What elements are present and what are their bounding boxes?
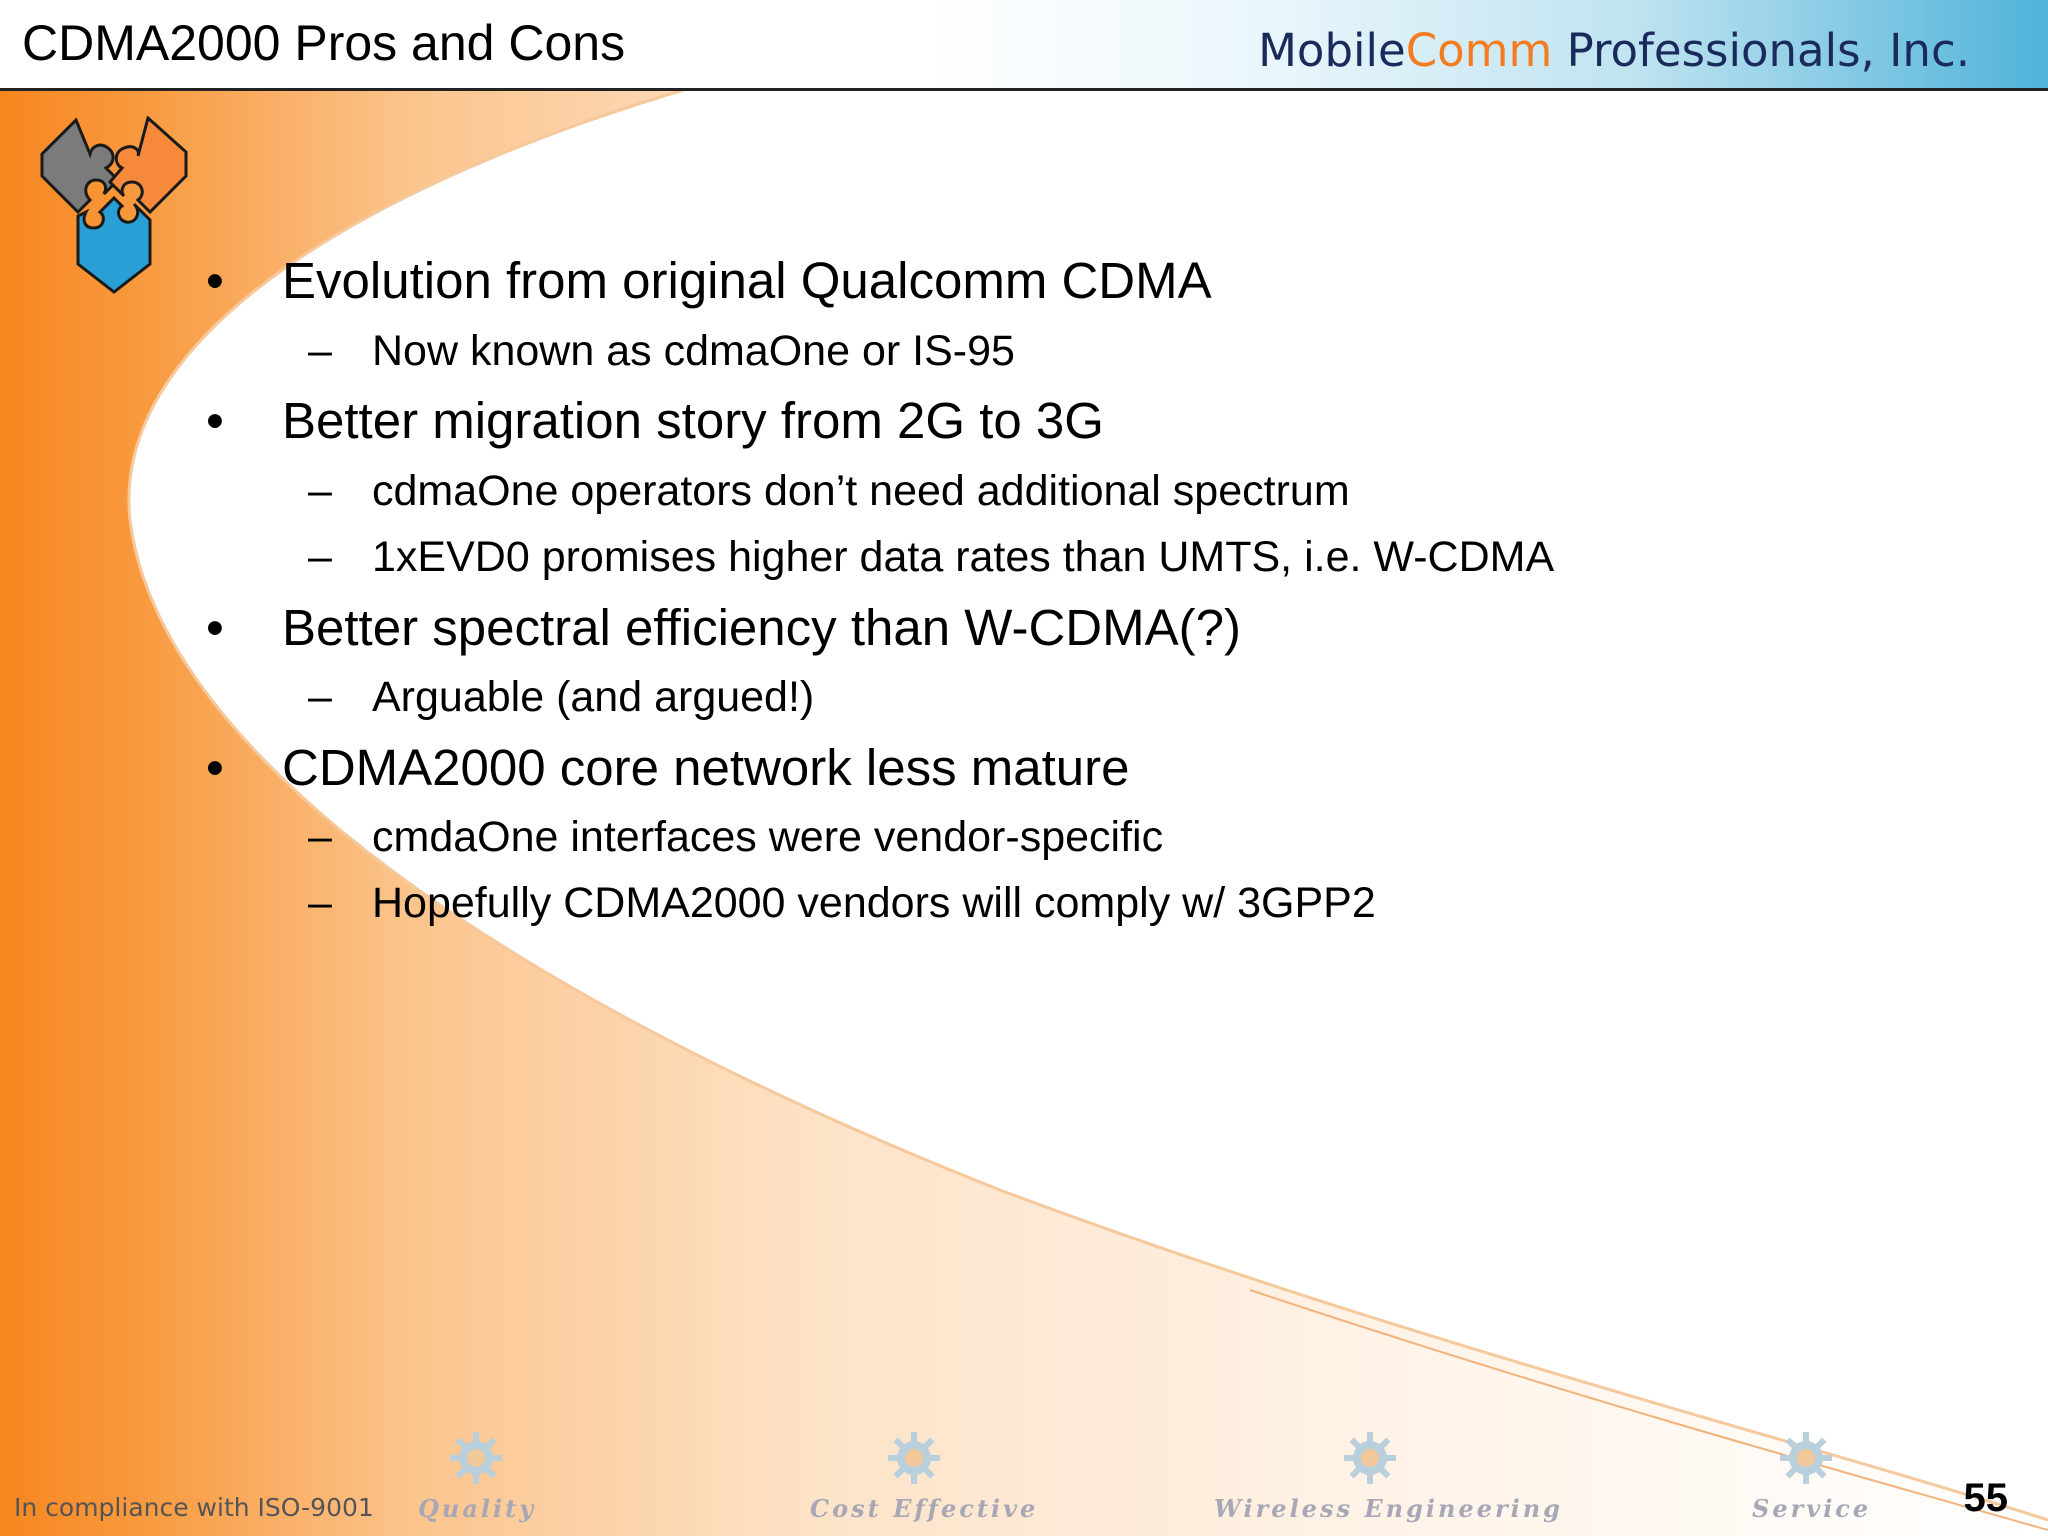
compliance-text: In compliance with ISO-9001	[14, 1493, 374, 1522]
footer-tag-service: Service	[1752, 1494, 1872, 1523]
bullet-text: cdmaOne operators don’t need additional …	[372, 467, 1350, 515]
bullet-text: cmdaOne interfaces were vendor-specific	[372, 813, 1164, 861]
brand-prefix: Mobile	[1258, 24, 1406, 77]
bullet-text: Hopefully CDMA2000 vendors will comply w…	[372, 879, 1376, 927]
bullet-marker: –	[308, 879, 332, 927]
puzzle-heart-icon	[40, 116, 188, 294]
gear-icon	[1780, 1432, 1832, 1484]
slide-title: CDMA2000 Pros and Cons	[22, 15, 626, 71]
gear-icon	[1344, 1432, 1396, 1484]
bullet-text: Now known as cdmaOne or IS-95	[372, 327, 1015, 375]
bullet-text: Better migration story from 2G to 3G	[282, 392, 1104, 449]
gear-icon	[888, 1432, 940, 1484]
bullet-text: Better spectral efficiency than W-CDMA(?…	[282, 599, 1241, 656]
header-bar: CDMA2000 Pros and Cons MobileComm Profes…	[0, 0, 2048, 91]
bullet-marker: –	[308, 673, 332, 721]
bullet-marker: •	[206, 599, 224, 656]
brand-logo-text: MobileComm Professionals, Inc.	[1258, 24, 1970, 77]
bullet-text: 1xEVD0 promises higher data rates than U…	[372, 533, 1555, 581]
bullet-text: CDMA2000 core network less mature	[282, 739, 1130, 796]
bullet-text: Evolution from original Qualcomm CDMA	[282, 252, 1212, 309]
bullet-marker: –	[308, 327, 332, 375]
gear-icon	[450, 1432, 502, 1484]
bullet-marker: –	[308, 813, 332, 861]
bullet-marker: –	[308, 467, 332, 515]
footer-tag-cost-effective: Cost Effective	[810, 1494, 1039, 1523]
bullet-marker: •	[206, 739, 224, 796]
bullet-marker: –	[308, 533, 332, 581]
bullet-text: Arguable (and argued!)	[372, 673, 815, 721]
bullet-marker: •	[206, 392, 224, 449]
brand-suffix: Professionals, Inc.	[1552, 24, 1970, 77]
brand-accent: Comm	[1405, 24, 1553, 77]
footer-tag-wireless-engineering: Wireless Engineering	[1214, 1494, 1563, 1523]
bullet-marker: •	[206, 252, 224, 309]
page-number: 55	[1963, 1476, 2009, 1520]
footer-tag-quality: Quality	[418, 1494, 537, 1523]
